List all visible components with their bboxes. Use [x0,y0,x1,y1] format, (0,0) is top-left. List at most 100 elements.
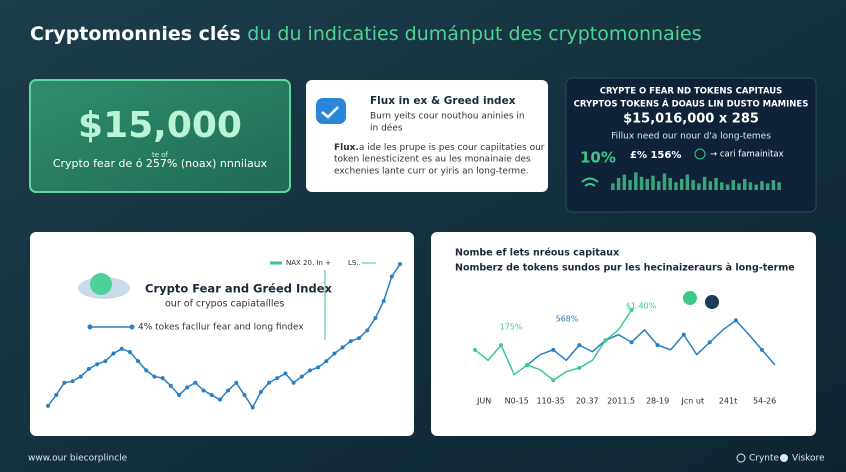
flux-subtitle: Burn yeits cour nouthou aninies in [370,112,525,122]
point [629,307,634,312]
point [242,393,247,398]
point [603,338,608,343]
flux-icon [316,98,346,124]
brand-icon [780,454,788,462]
point [373,316,378,321]
footer-brand: Viskore [792,454,825,464]
point [95,362,100,367]
point [283,371,288,376]
holders-title: Nombe ef lets nréous capitaux [455,248,619,259]
x-tick-label: 28-19 [646,397,669,406]
x-tick-label: 110-35 [536,397,564,406]
flux-title: Flux in ex & Greed index [370,95,516,107]
point [357,336,362,341]
x-tick-label: 20.37 [576,397,599,406]
point [119,346,124,351]
point [54,393,59,398]
point [577,343,582,348]
point [733,318,738,323]
flux-subtitle: in dées [370,123,403,134]
bar [668,177,672,190]
bar [754,184,758,190]
point [86,366,91,371]
series-line [526,319,776,366]
point [168,383,173,388]
x-tick-label: Jcn ut [681,397,705,406]
point [707,340,712,345]
point [348,339,353,344]
point [201,388,206,393]
point [759,347,764,352]
point [258,389,263,394]
holders-subtitle: Nomberz de tokens sundos pur les hecinai… [455,263,795,274]
flux-icon-check [321,106,339,119]
bar [691,180,695,190]
point [136,359,141,364]
bar [679,179,684,190]
footer-url: www.our biecorplincle [28,454,128,464]
point [551,378,556,383]
stat-mid: £% 156% [630,150,681,161]
bar [634,172,638,190]
point [551,347,556,352]
point [70,379,75,384]
x-tick-label: N0-15 [505,397,529,406]
tokens-title: CRYPTOS TOKENS Á DOAUS LIN DUSTO MAMINES [574,98,809,110]
point [307,368,312,373]
bar [616,177,621,190]
point [316,365,321,370]
stat-icon [694,148,706,160]
footer-brand: Crynte [749,454,780,464]
bar [657,181,661,190]
bar [771,180,776,190]
bar [748,182,753,190]
point [381,299,386,304]
point [398,262,402,267]
stat-left: 10% [580,149,616,167]
bar [628,180,632,190]
fear-title: Crypto Fear and Gréed Index [145,282,332,296]
bar [743,179,747,190]
point [299,374,304,379]
point [176,393,181,398]
annotation: $1.40% [626,302,657,311]
fear-subtitle: our of crypos capiataílles [165,299,284,310]
point [655,343,660,348]
point [209,393,214,398]
note-dot [129,324,135,330]
bar [622,174,627,190]
point [78,374,83,379]
bar [651,175,655,190]
legend-label: LS.. [348,259,361,267]
point [332,351,337,356]
point [193,380,198,385]
point [267,380,272,385]
point [46,403,50,408]
tokens-title: CRYPTE O FEAR ND TOKENS CAPITAUS [600,87,783,97]
price-value: $15,000 [78,105,242,146]
tokens-value: $15,016,000 x 285 [623,112,759,127]
flux-body: token lenesticizent es au les monainaie … [334,155,531,165]
point [111,351,116,356]
point [144,368,149,373]
tokens-caption: Fillux need our nour d'a long-temes [611,132,771,142]
header: Cryptomonnies clés du du indicaties dumá… [30,23,702,45]
bar [674,182,678,190]
point [324,359,329,364]
stat-right: → cari famainitax [710,150,784,160]
person-icon [683,291,697,305]
bar [697,183,701,190]
bar [765,183,770,190]
title: Cryptomonnies clés du du indicaties dumá… [30,23,702,45]
point [226,388,231,393]
price-small: te of [152,151,169,159]
price-caption: Crypto fear de ó 257% (noax) nnnilaux [53,157,268,170]
point [103,359,108,364]
x-tick-label: JUN [476,397,491,406]
point [152,374,157,379]
bar [645,179,649,190]
bar [685,174,690,190]
bar [777,182,781,190]
x-tick-label: 241t [719,397,737,406]
